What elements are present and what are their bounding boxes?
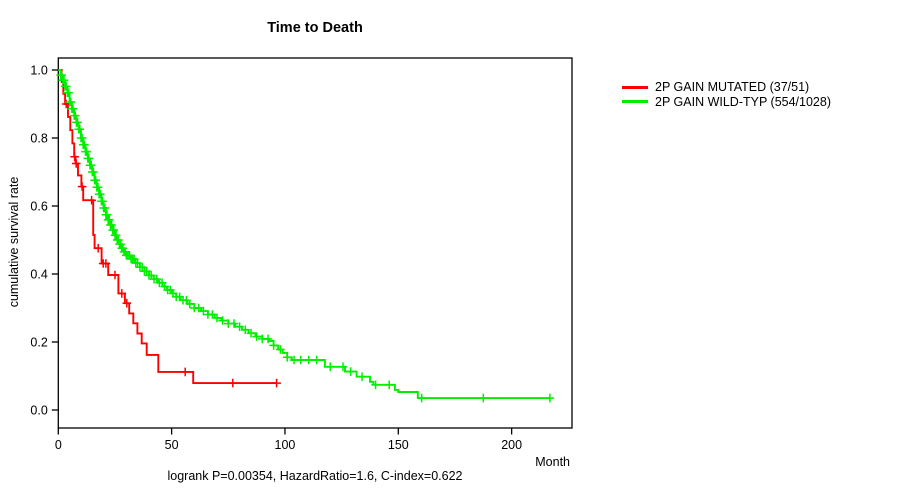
legend-label: 2P GAIN MUTATED (37/51): [655, 80, 810, 95]
censor-marks-2p-gain-mutated-37-51: [61, 99, 281, 388]
x-tick-label: 150: [388, 438, 409, 452]
y-tick-label: 0.4: [30, 267, 47, 281]
legend-line-swatch: [622, 100, 648, 104]
y-tick-label: 0.8: [30, 131, 47, 145]
plot-box: [57, 57, 573, 429]
x-tick-label: 100: [275, 438, 296, 452]
legend: 2P GAIN MUTATED (37/51) 2P GAIN WILD-TYP …: [622, 80, 831, 109]
x-tick-label: 0: [55, 438, 62, 452]
y-tick-label: 0.0: [30, 403, 47, 417]
y-tick-label: 0.2: [30, 335, 47, 349]
legend-item: 2P GAIN WILD-TYP (554/1028): [622, 95, 831, 110]
legend-line-swatch: [622, 85, 648, 89]
y-tick-label: 1.0: [30, 63, 47, 77]
legend-item: 2P GAIN MUTATED (37/51): [622, 80, 831, 95]
y-tick-label: 0.6: [30, 199, 47, 213]
x-tick-label: 200: [501, 438, 522, 452]
x-tick-label: 50: [165, 438, 179, 452]
x-axis-label: Month: [535, 455, 570, 469]
stats-annotation: logrank P=0.00354, HazardRatio=1.6, C-in…: [167, 469, 463, 483]
survival-curve-2p-gain-wild-typ-554-1028: [58, 69, 550, 400]
chart-title: Time to Death: [267, 20, 363, 36]
legend-label: 2P GAIN WILD-TYP (554/1028): [655, 94, 832, 109]
censor-marks-2p-gain-wild-typ-554-1028: [56, 70, 555, 403]
survival-curve-2p-gain-mutated-37-51: [58, 69, 277, 385]
